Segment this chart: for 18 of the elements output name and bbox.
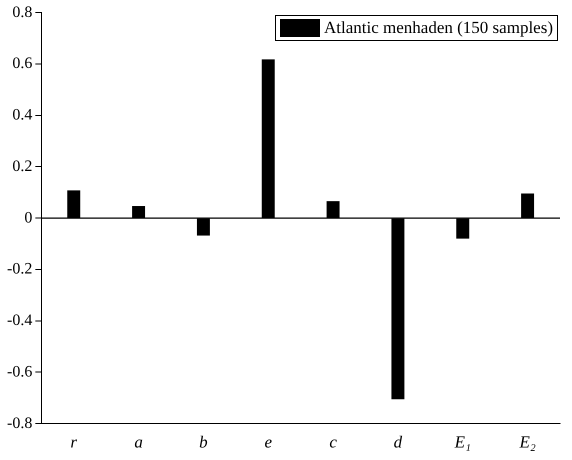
x-tick-label: r: [70, 432, 78, 452]
y-tick-label: 0: [24, 209, 32, 226]
y-tick-label: -0.4: [7, 312, 32, 330]
y-tick-label: 0.8: [12, 4, 32, 21]
legend-label: Atlantic menhaden (150 samples): [324, 18, 553, 38]
x-tick-label: e: [264, 432, 272, 452]
y-tick-label: 0.2: [12, 158, 32, 175]
x-tick-label: E₁: [454, 432, 471, 452]
y-tick-label: -0.8: [7, 414, 32, 432]
y-tick-label: -0.2: [7, 260, 32, 278]
x-tick-label: a: [134, 432, 143, 452]
x-tick-label: c: [329, 432, 338, 452]
y-tick-label: -0.6: [7, 363, 32, 380]
x-tick-label: E₂: [518, 432, 536, 452]
y-tick-label: 0.6: [12, 55, 32, 72]
y-tick-label: 0.4: [12, 106, 32, 124]
x-tick-label: d: [394, 432, 403, 452]
x-tick-label: b: [199, 432, 208, 452]
